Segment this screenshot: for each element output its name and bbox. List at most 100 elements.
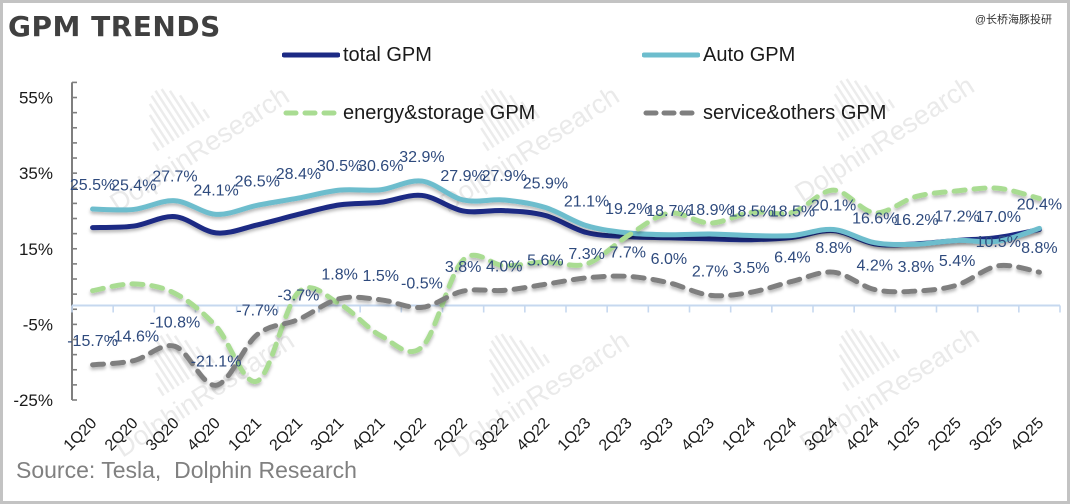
watermark-logo-bar	[165, 333, 195, 377]
watermark-logo-bar	[157, 386, 165, 397]
watermark-logo-bar	[150, 94, 180, 139]
data-label-service-others-gpm: -10.8%	[150, 314, 201, 331]
data-label-service-others-gpm: 10.5%	[976, 234, 1021, 251]
watermark-logo-bar	[168, 90, 195, 129]
watermark-logo-bar	[837, 131, 845, 142]
x-tick-label: 1Q22	[390, 415, 430, 455]
legend-item-energy-storage-gpm: energy&storage GPM	[282, 99, 535, 127]
watermark-logo-bar	[207, 353, 216, 364]
data-label-auto-gpm: 25.4%	[111, 177, 156, 194]
watermark-logo-bar	[842, 381, 850, 392]
watermark-logo-bar	[520, 101, 536, 122]
watermark-logo-bar	[183, 339, 205, 371]
data-labels: 25.5%25.4%27.7%24.1%26.5%28.4%30.5%30.6%…	[67, 149, 1062, 370]
data-label-auto-gpm: 25.5%	[70, 177, 115, 194]
watermark-logo-bar	[518, 339, 540, 371]
watermark-logo-bar	[868, 334, 890, 366]
watermark-logo-bar	[508, 335, 535, 374]
watermark-logo-bar	[887, 98, 896, 109]
legend-swatch-dashed-gray	[643, 110, 699, 116]
data-label-service-others-gpm: -3.7%	[278, 287, 320, 304]
data-label-service-others-gpm: 1.8%	[321, 267, 357, 284]
watermark-logo-bar	[839, 79, 870, 125]
x-tick-label: 1Q21	[225, 415, 265, 455]
series-line-auto-gpm	[90, 178, 1042, 248]
data-label-auto-gpm: 27.9%	[440, 168, 485, 185]
data-label-auto-gpm: 28.4%	[276, 166, 321, 183]
data-label-service-others-gpm: 8.8%	[1021, 240, 1057, 257]
watermark-text: DolphinResearch	[789, 70, 979, 208]
watermark-logo-bar	[840, 334, 870, 379]
watermark-logo-bar	[833, 93, 860, 132]
x-tick-label: 2Q23	[596, 415, 636, 455]
watermark-logo-bar	[833, 104, 855, 135]
legend-swatch-dashed-green	[283, 110, 340, 116]
series-line-service-others-gpm	[90, 262, 1042, 388]
watermark-logo-bar	[484, 89, 515, 135]
x-tick-label: 1Q25	[884, 415, 924, 455]
data-label-service-others-gpm: 5.6%	[527, 252, 563, 269]
data-label-auto-gpm: 26.5%	[235, 173, 280, 190]
watermark-logo-bar	[153, 348, 180, 387]
data-label-service-others-gpm: -0.5%	[401, 275, 443, 292]
data-label-service-others-gpm: 5.4%	[939, 253, 975, 270]
legend-label: energy&storage GPM	[343, 101, 536, 124]
watermark-logo-bar	[148, 114, 170, 145]
data-label-auto-gpm: 24.1%	[193, 182, 238, 199]
data-label-service-others-gpm: 3.8%	[898, 259, 934, 276]
x-tick-label: 1Q24	[719, 415, 759, 455]
watermark-logo-bar	[835, 117, 850, 139]
watermark-handle: @长桥海豚投研	[974, 14, 1052, 26]
legend-swatch-solid-lightblue	[642, 52, 700, 58]
watermark-logo-bar	[844, 329, 875, 375]
watermark-logo-bar	[530, 346, 546, 367]
watermark-logo-bar	[875, 91, 891, 112]
data-label-service-others-gpm: 4.2%	[857, 258, 893, 275]
watermark-logo-bar	[490, 372, 505, 394]
watermark-logo-bar	[492, 386, 500, 397]
y-tick-label: 35%	[19, 164, 53, 183]
data-label-service-others-gpm: -15.7%	[67, 333, 118, 350]
y-tick-label: 15%	[19, 240, 53, 259]
data-label-auto-gpm: 17.2%	[934, 208, 979, 225]
watermark-logo-bar	[195, 346, 211, 367]
watermark-logo-bar	[853, 80, 880, 119]
data-label-service-others-gpm: 7.7%	[610, 244, 646, 261]
data-label-auto-gpm: 18.7%	[646, 203, 691, 220]
x-tick-label: 1Q20	[61, 415, 101, 455]
watermark-logo-bar	[148, 103, 175, 142]
source-note: Source: Tesla, Dolphin Research	[16, 457, 357, 483]
data-label-service-others-gpm: -7.7%	[236, 303, 278, 320]
watermark-logo-bar	[845, 78, 875, 122]
x-tick-label: 3Q21	[308, 415, 348, 455]
watermark-logo-bar	[154, 89, 185, 135]
watermark-logo-bar	[532, 108, 541, 119]
data-label-service-others-gpm: 1.5%	[363, 268, 399, 285]
data-label-service-others-gpm: 8.8%	[815, 240, 851, 257]
watermark-logo-bar	[858, 330, 885, 369]
x-tick-label: 3Q25	[966, 415, 1006, 455]
data-label-auto-gpm: 32.9%	[399, 149, 444, 166]
watermark-logo-bar	[490, 88, 520, 132]
data-label-auto-gpm: 25.9%	[523, 176, 568, 193]
data-label-auto-gpm: 19.2%	[605, 201, 650, 218]
watermark-logo-bar	[498, 90, 525, 129]
data-label-auto-gpm: 16.2%	[893, 212, 938, 229]
watermark-logo-bar	[488, 348, 515, 387]
watermark-logo-bar	[478, 103, 505, 142]
data-label-auto-gpm: 17.0%	[976, 209, 1021, 226]
watermark-logo-bar	[159, 334, 190, 380]
watermark-logo-bar	[190, 101, 206, 122]
x-tick-label: 1Q23	[555, 415, 595, 455]
watermark-logo-bar	[840, 367, 855, 389]
y-tick-label: 55%	[19, 89, 53, 108]
legend-item-total-gpm: total GPM	[282, 41, 432, 69]
legend-label: service&others GPM	[703, 101, 887, 124]
data-label-auto-gpm: 20.4%	[1017, 196, 1062, 213]
x-tick-label: 4Q23	[678, 415, 718, 455]
legend-item-service-others-gpm: service&others GPM	[642, 99, 886, 127]
data-label-service-others-gpm: -14.6%	[108, 329, 159, 346]
watermark-logo-bar	[850, 328, 880, 372]
watermark-logo-bar	[160, 88, 190, 132]
